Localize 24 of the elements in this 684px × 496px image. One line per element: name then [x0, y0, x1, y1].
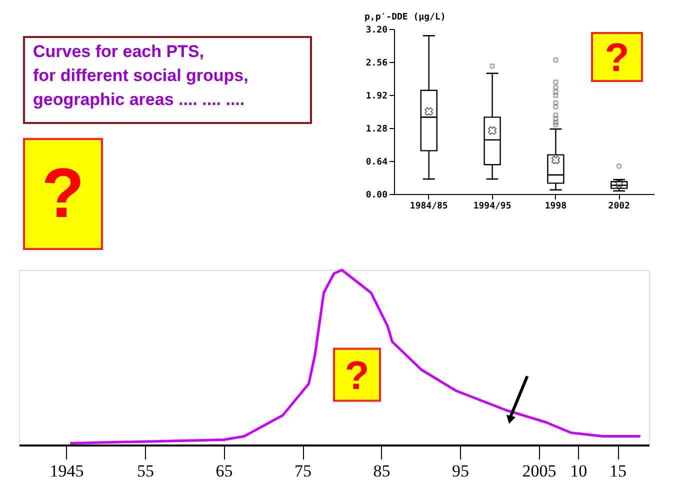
text: ?: [42, 154, 84, 232]
x-tick-label: 65: [216, 462, 233, 480]
y-tick-label: 0.64: [366, 158, 388, 168]
y-tick-label: 0.00: [366, 190, 388, 200]
x-tick-label: 15: [610, 462, 626, 480]
x-tick-label: 1945: [50, 462, 84, 480]
annotation: ?: [604, 36, 630, 80]
y-tick-label: 2.56: [366, 58, 388, 68]
x-tick-label: 85: [373, 462, 390, 480]
y-tick-label: 1.92: [366, 92, 388, 102]
x-tick-label: 1984/85: [410, 202, 448, 212]
annotation: ?: [344, 354, 370, 398]
x-tick-label: 1998: [544, 202, 567, 212]
y-tick-label: 1.28: [366, 124, 388, 134]
x-tick-label: 1994/95: [473, 202, 512, 212]
x-tick-label: 95: [452, 462, 469, 480]
x-tick-label: 2002: [608, 202, 630, 212]
x-tick-label: 10: [570, 462, 588, 480]
x-tick-label: 2005: [522, 462, 556, 480]
text: Curves for each PTS, for different social groups, geographic areas .... .... ....: [33, 42, 248, 109]
x-tick-label: 55: [137, 462, 154, 480]
x-tick-label: 75: [294, 462, 312, 480]
y-tick-label: 3.20: [366, 26, 388, 36]
y-axis-title: p,p′-DDE (μg/L): [364, 12, 446, 22]
